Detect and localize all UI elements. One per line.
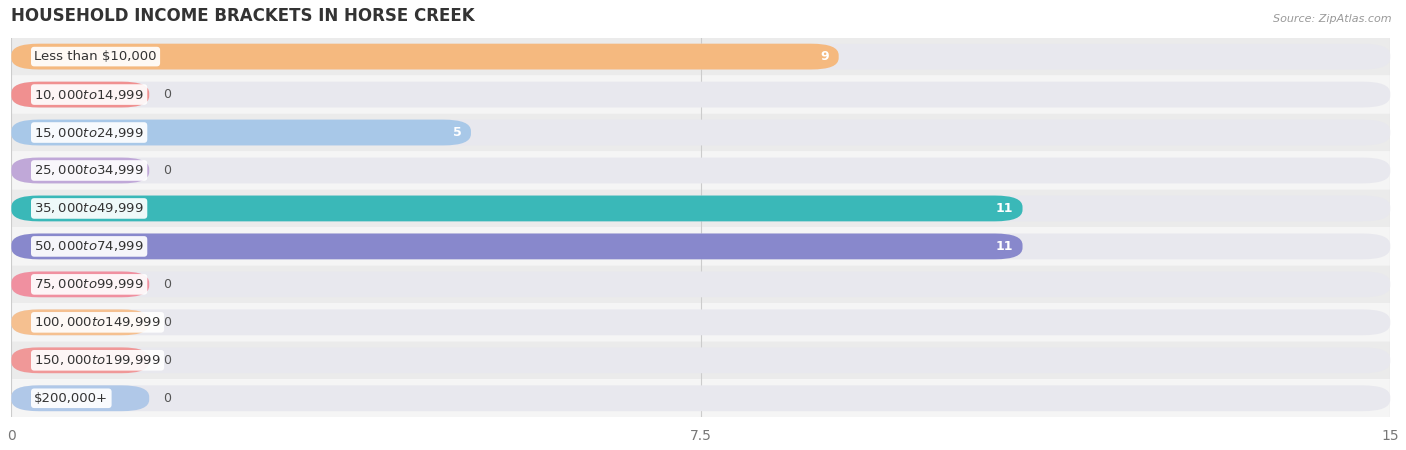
FancyBboxPatch shape bbox=[11, 385, 1391, 411]
Text: $35,000 to $49,999: $35,000 to $49,999 bbox=[34, 202, 143, 216]
FancyBboxPatch shape bbox=[11, 152, 1391, 189]
Text: $75,000 to $99,999: $75,000 to $99,999 bbox=[34, 277, 143, 292]
FancyBboxPatch shape bbox=[11, 303, 1391, 341]
Text: 0: 0 bbox=[163, 392, 172, 405]
FancyBboxPatch shape bbox=[11, 158, 1391, 184]
Text: $100,000 to $149,999: $100,000 to $149,999 bbox=[34, 315, 160, 329]
Text: 0: 0 bbox=[163, 354, 172, 367]
FancyBboxPatch shape bbox=[11, 196, 1391, 221]
Text: $10,000 to $14,999: $10,000 to $14,999 bbox=[34, 88, 143, 102]
FancyBboxPatch shape bbox=[11, 227, 1391, 266]
FancyBboxPatch shape bbox=[11, 310, 149, 335]
Text: $50,000 to $74,999: $50,000 to $74,999 bbox=[34, 239, 143, 253]
FancyBboxPatch shape bbox=[11, 158, 149, 184]
FancyBboxPatch shape bbox=[11, 81, 1391, 108]
FancyBboxPatch shape bbox=[11, 271, 1391, 297]
Text: 0: 0 bbox=[163, 278, 172, 291]
FancyBboxPatch shape bbox=[11, 38, 1391, 76]
FancyBboxPatch shape bbox=[11, 44, 838, 69]
FancyBboxPatch shape bbox=[11, 385, 149, 411]
Text: 11: 11 bbox=[995, 240, 1014, 253]
FancyBboxPatch shape bbox=[11, 44, 1391, 69]
FancyBboxPatch shape bbox=[11, 234, 1022, 259]
Text: $25,000 to $34,999: $25,000 to $34,999 bbox=[34, 163, 143, 177]
FancyBboxPatch shape bbox=[11, 81, 149, 108]
Text: Less than $10,000: Less than $10,000 bbox=[34, 50, 157, 63]
FancyBboxPatch shape bbox=[11, 120, 1391, 145]
Text: $15,000 to $24,999: $15,000 to $24,999 bbox=[34, 126, 143, 140]
Text: 11: 11 bbox=[995, 202, 1014, 215]
Text: 5: 5 bbox=[453, 126, 461, 139]
Text: HOUSEHOLD INCOME BRACKETS IN HORSE CREEK: HOUSEHOLD INCOME BRACKETS IN HORSE CREEK bbox=[11, 7, 475, 25]
FancyBboxPatch shape bbox=[11, 196, 1022, 221]
Text: 0: 0 bbox=[163, 316, 172, 329]
Text: 0: 0 bbox=[163, 164, 172, 177]
FancyBboxPatch shape bbox=[11, 76, 1391, 113]
FancyBboxPatch shape bbox=[11, 341, 1391, 379]
FancyBboxPatch shape bbox=[11, 347, 1391, 373]
FancyBboxPatch shape bbox=[11, 234, 1391, 259]
FancyBboxPatch shape bbox=[11, 266, 1391, 303]
Text: 0: 0 bbox=[163, 88, 172, 101]
Text: Source: ZipAtlas.com: Source: ZipAtlas.com bbox=[1274, 14, 1392, 23]
Text: $200,000+: $200,000+ bbox=[34, 392, 108, 405]
FancyBboxPatch shape bbox=[11, 189, 1391, 227]
FancyBboxPatch shape bbox=[11, 379, 1391, 417]
Text: 9: 9 bbox=[821, 50, 830, 63]
FancyBboxPatch shape bbox=[11, 120, 471, 145]
FancyBboxPatch shape bbox=[11, 310, 1391, 335]
Text: $150,000 to $199,999: $150,000 to $199,999 bbox=[34, 353, 160, 367]
FancyBboxPatch shape bbox=[11, 347, 149, 373]
FancyBboxPatch shape bbox=[11, 113, 1391, 152]
FancyBboxPatch shape bbox=[11, 271, 149, 297]
